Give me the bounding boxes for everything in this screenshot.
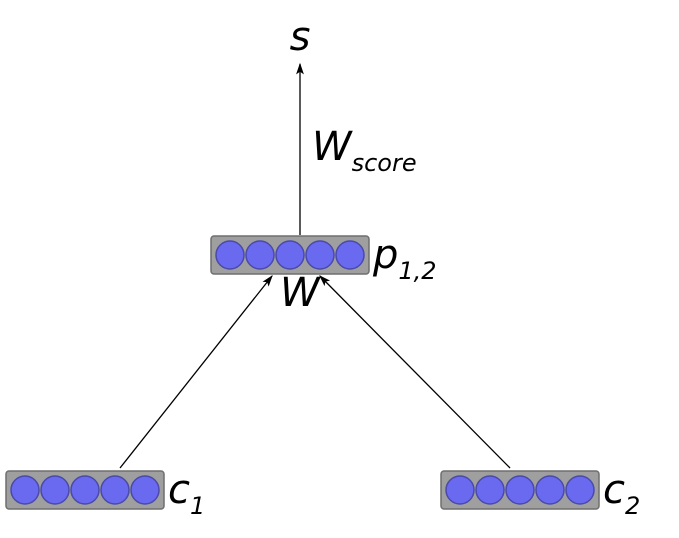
vector-unit-c2-1: [476, 476, 504, 504]
vector-unit-p-2: [276, 241, 304, 269]
label-s: s: [290, 14, 311, 60]
vector-unit-p-3: [306, 241, 334, 269]
vector-unit-c1-2: [71, 476, 99, 504]
vector-p: [211, 236, 369, 274]
annot-Wscore: Wscore: [312, 124, 417, 177]
vector-unit-c1-0: [11, 476, 39, 504]
vector-unit-p-4: [336, 241, 364, 269]
vector-unit-p-1: [246, 241, 274, 269]
vector-c1: [6, 471, 164, 509]
rnn-tree-diagram: s p1,2 c1 c2 Wscore W: [0, 0, 679, 538]
vector-c2: [441, 471, 599, 509]
vector-unit-c1-1: [41, 476, 69, 504]
vector-unit-p-0: [216, 241, 244, 269]
annot-W: W: [280, 270, 321, 316]
vector-unit-c2-0: [446, 476, 474, 504]
label-c1: c1: [168, 467, 205, 520]
label-c2: c2: [603, 467, 640, 520]
edge-2: [320, 276, 510, 468]
vector-unit-c2-4: [566, 476, 594, 504]
vector-unit-c2-2: [506, 476, 534, 504]
edge-1: [120, 276, 272, 468]
vector-unit-c1-3: [101, 476, 129, 504]
vector-unit-c1-4: [131, 476, 159, 504]
vector-unit-c2-3: [536, 476, 564, 504]
label-p: p1,2: [372, 232, 437, 285]
